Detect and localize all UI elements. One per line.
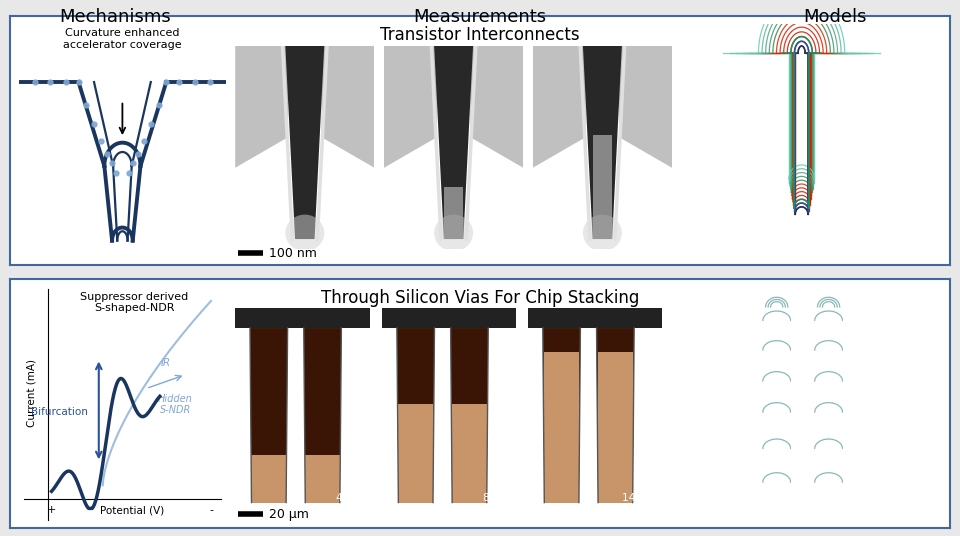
Text: 10 s: 10 s: [644, 231, 666, 241]
Bar: [235, 308, 370, 328]
Polygon shape: [452, 404, 487, 503]
Text: 4 min: 4 min: [336, 493, 366, 503]
Bar: [813, 294, 844, 520]
Text: 1560 s: 1560 s: [848, 316, 878, 325]
Polygon shape: [544, 353, 579, 503]
Text: Models: Models: [804, 8, 867, 26]
Text: +: +: [47, 505, 57, 515]
Polygon shape: [285, 46, 324, 239]
Text: -: -: [209, 505, 213, 515]
Polygon shape: [384, 46, 437, 168]
Polygon shape: [619, 46, 672, 168]
Text: iR: iR: [160, 358, 171, 368]
Polygon shape: [596, 328, 635, 503]
Text: 100 nm: 100 nm: [269, 247, 317, 260]
Text: Curvature enhanced
accelerator coverage: Curvature enhanced accelerator coverage: [63, 28, 181, 50]
Polygon shape: [305, 455, 340, 503]
Text: 262 s: 262 s: [848, 478, 873, 487]
Text: 1058 s: 1058 s: [848, 377, 878, 385]
Text: Bifurcation: Bifurcation: [31, 407, 88, 416]
Bar: [761, 294, 792, 520]
Ellipse shape: [285, 214, 324, 251]
Polygon shape: [252, 455, 286, 503]
Polygon shape: [303, 328, 342, 503]
Text: Potential (V): Potential (V): [100, 505, 164, 515]
Text: 14 min: 14 min: [622, 493, 659, 503]
Text: Mechanisms: Mechanisms: [60, 8, 171, 26]
Polygon shape: [598, 353, 633, 503]
Text: Hidden
S-NDR: Hidden S-NDR: [158, 394, 193, 415]
Ellipse shape: [583, 214, 622, 251]
Text: Measurements: Measurements: [414, 8, 546, 26]
Polygon shape: [583, 46, 622, 239]
Polygon shape: [592, 135, 612, 239]
Text: 1327 s: 1327 s: [848, 346, 878, 355]
Text: Transistor Interconnects: Transistor Interconnects: [380, 26, 580, 44]
Text: Suppressor derived
S-shaped-NDR: Suppressor derived S-shaped-NDR: [80, 292, 188, 314]
Bar: [528, 308, 662, 328]
Polygon shape: [542, 328, 581, 503]
Polygon shape: [396, 328, 435, 503]
Polygon shape: [250, 328, 288, 503]
Polygon shape: [533, 46, 586, 168]
Polygon shape: [398, 404, 433, 503]
Text: Current (mA): Current (mA): [27, 359, 36, 427]
Polygon shape: [450, 328, 489, 503]
Text: 20 μm: 20 μm: [269, 508, 309, 521]
Text: 8 min: 8 min: [483, 493, 513, 503]
Text: 559 s: 559 s: [848, 444, 873, 453]
Ellipse shape: [434, 214, 473, 251]
Polygon shape: [235, 46, 288, 168]
Polygon shape: [470, 46, 523, 168]
Text: 6 s: 6 s: [502, 231, 517, 241]
Text: Through Silicon Vias For Chip Stacking: Through Silicon Vias For Chip Stacking: [321, 289, 639, 307]
Polygon shape: [444, 187, 464, 239]
Text: 2 s: 2 s: [353, 231, 369, 241]
Polygon shape: [434, 46, 473, 239]
Polygon shape: [322, 46, 374, 168]
Bar: [382, 308, 516, 328]
Text: 833 s: 833 s: [848, 407, 873, 416]
